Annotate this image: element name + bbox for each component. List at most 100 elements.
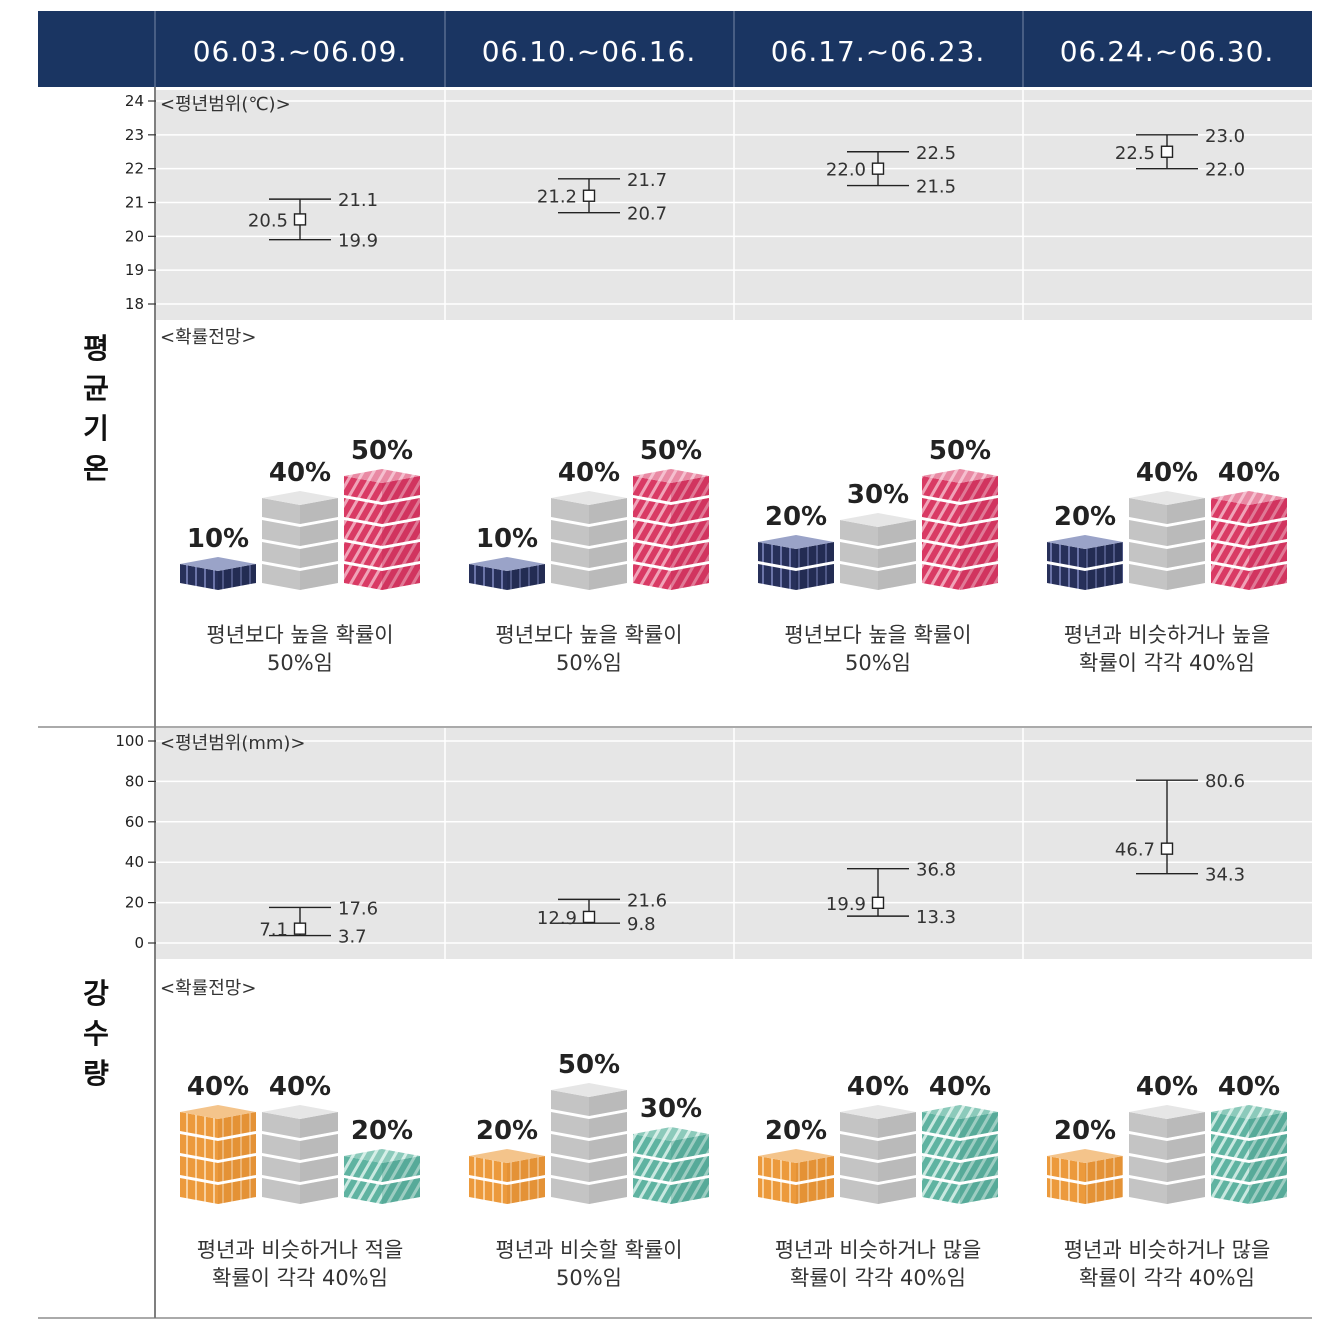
temp-slab-right-face [589,542,627,568]
temp-caption-line: 50%임 [845,651,911,675]
precip-slab-left-face [633,1156,671,1182]
precip-slab-right-face [878,1178,916,1204]
temp-mean-marker [582,189,596,202]
precip-slab-right-shade [507,1178,545,1204]
temp-slab-left-face [551,564,589,590]
temp-slab-right-face [300,542,338,568]
temp-slab-top-face [922,469,998,483]
precip-slab-left-face [840,1156,878,1182]
precip-slab-left-face [840,1178,878,1204]
precip-tick-label: 40 [125,853,144,871]
temp-slab-right-shade [218,564,256,590]
precip-slab-right-face [218,1178,256,1204]
temp-slab-right-shade [382,498,420,524]
temp-slab-right-face [960,564,998,590]
precip-slab-left-face [180,1178,218,1204]
precip-slab-right-face [507,1178,545,1204]
precip-block-stack [1047,1149,1123,1204]
precip-slab-right-shade [300,1156,338,1182]
precip-probability-label: 40% [929,1072,991,1102]
precip-slab-right-shade [796,1178,834,1204]
precip-caption-line: 확률이 각각 40%임 [790,1266,966,1290]
temp-slab-left-face [262,542,300,568]
temp-block-stack [551,491,627,590]
temp-slab-right-shade [1249,520,1287,546]
precip-slab-left-face [551,1134,589,1160]
precip-slab-right-shade [1167,1112,1205,1138]
temp-mean-marker [293,213,307,226]
precip-probability-label: 40% [1136,1072,1198,1102]
temp-slab-top-face [469,557,545,571]
precip-slab-right-shade [878,1156,916,1182]
precip-block-stack [180,1105,256,1204]
temp-slab-left-face [1047,564,1085,590]
temp-slab-right-shade [796,564,834,590]
precip-slab-right-shade [589,1134,627,1160]
temp-probability-label: 30% [847,480,909,510]
precip-mean-label: 19.9 [826,894,866,915]
precip-lower-label: 9.8 [627,914,656,935]
temp-slab-right-face [1167,498,1205,524]
temp-slab-right-face [1167,520,1205,546]
temp-slab-right-face [1249,542,1287,568]
precip-slab-top-face [758,1149,834,1163]
temp-slab-left-face [922,542,960,568]
temp-block-stack [1129,491,1205,590]
precip-slab-left-face [1047,1178,1085,1204]
precip-slab-right-face [507,1156,545,1182]
temp-slab-left-face [633,542,671,568]
temp-block-stack [180,557,256,590]
precip-slab-left-face [1129,1178,1167,1204]
temp-slab-top-face [840,513,916,527]
precip-slab-right-face [1167,1134,1205,1160]
precip-slab-right-face [878,1112,916,1138]
temp-slab-right-shade [1249,564,1287,590]
precip-slab-right-face [1167,1156,1205,1182]
precip-slab-top-face [262,1105,338,1119]
temp-slab-right-shade [960,476,998,502]
precip-slab-left-face [180,1112,218,1138]
precip-slab-right-face [382,1156,420,1182]
precip-slab-left-face [1211,1156,1249,1182]
precip-errorbar: 36.8 13.3 19.9 [826,860,956,928]
temp-gridlines [156,100,1312,305]
temp-slab-right-face [671,520,709,546]
precip-probability-label: 20% [351,1116,413,1146]
temp-slab-right-shade [671,542,709,568]
precip-slab-right-shade [589,1178,627,1204]
temp-slab-right-face [671,564,709,590]
precip-slab-right-face [796,1156,834,1182]
precip-slab-right-shade [1249,1178,1287,1204]
temp-slab-right-shade [1249,542,1287,568]
precip-slab-right-shade [878,1178,916,1204]
temp-slab-left-face [633,520,671,546]
precip-slab-right-face [1249,1134,1287,1160]
temp-probability-label: 40% [1218,458,1280,488]
temp-slab-right-face [507,564,545,590]
precip-slab-right-shade [218,1134,256,1160]
temp-lower-label: 22.0 [1205,160,1245,181]
temp-upper-label: 23.0 [1205,126,1245,147]
precip-slab-left-face [1129,1156,1167,1182]
temp-slab-right-shade [382,476,420,502]
precip-slab-top-face [344,1149,420,1163]
temp-slab-right-shade [878,564,916,590]
precip-slab-right-face [589,1134,627,1160]
temp-caption-line: 확률이 각각 40%임 [1079,651,1255,675]
precip-slab-left-face [551,1112,589,1138]
temp-slab-right-face [671,542,709,568]
precip-slab-left-face [551,1090,589,1116]
precip-probability-label: 20% [765,1116,827,1146]
precip-probability-label: 40% [847,1072,909,1102]
temp-slab-left-face [344,520,382,546]
temp-slab-right-face [878,520,916,546]
precip-slab-right-shade [671,1178,709,1204]
period-header-1: 06.03.~06.09. [193,35,408,68]
temp-slab-right-face [1167,564,1205,590]
precip-errorbar: 80.6 34.3 46.7 [1115,771,1245,886]
precip-slab-right-shade [1249,1156,1287,1182]
temp-slab-right-shade [1167,520,1205,546]
precip-slab-right-shade [671,1156,709,1182]
temp-slab-right-face [671,476,709,502]
